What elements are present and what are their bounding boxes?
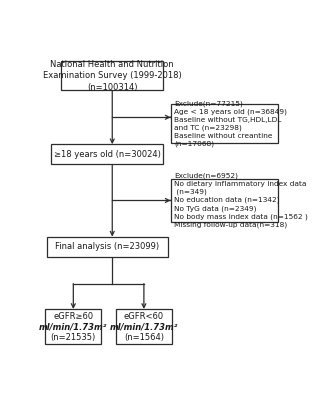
FancyBboxPatch shape xyxy=(51,144,163,164)
FancyBboxPatch shape xyxy=(116,309,172,344)
FancyBboxPatch shape xyxy=(171,179,278,222)
Text: National Health and Nutrition
Examination Survey (1999-2018)
(n=100314): National Health and Nutrition Examinatio… xyxy=(43,60,181,92)
FancyBboxPatch shape xyxy=(61,61,163,90)
Text: Final analysis (n=23099): Final analysis (n=23099) xyxy=(55,242,160,251)
Text: Exclude(n=77215)
Age < 18 years old (n=36849)
Baseline without TG,HDL,LDL
and TC: Exclude(n=77215) Age < 18 years old (n=3… xyxy=(174,100,287,147)
Text: eGFR≥60: eGFR≥60 xyxy=(53,312,93,320)
Text: ml/min/1.73m²: ml/min/1.73m² xyxy=(39,322,107,331)
FancyBboxPatch shape xyxy=(46,237,168,257)
Text: eGFR<60: eGFR<60 xyxy=(124,312,164,320)
FancyBboxPatch shape xyxy=(171,104,278,143)
Text: Exclude(n=6952)
No dietary inflammatory index data
 (n=349)
No education data (n: Exclude(n=6952) No dietary inflammatory … xyxy=(174,173,308,228)
Text: (n=21535): (n=21535) xyxy=(51,333,96,342)
Text: ml/min/1.73m²: ml/min/1.73m² xyxy=(110,322,178,331)
Text: ≥18 years old (n=30024): ≥18 years old (n=30024) xyxy=(54,150,161,159)
FancyBboxPatch shape xyxy=(45,309,101,344)
Text: (n=1564): (n=1564) xyxy=(124,333,164,342)
